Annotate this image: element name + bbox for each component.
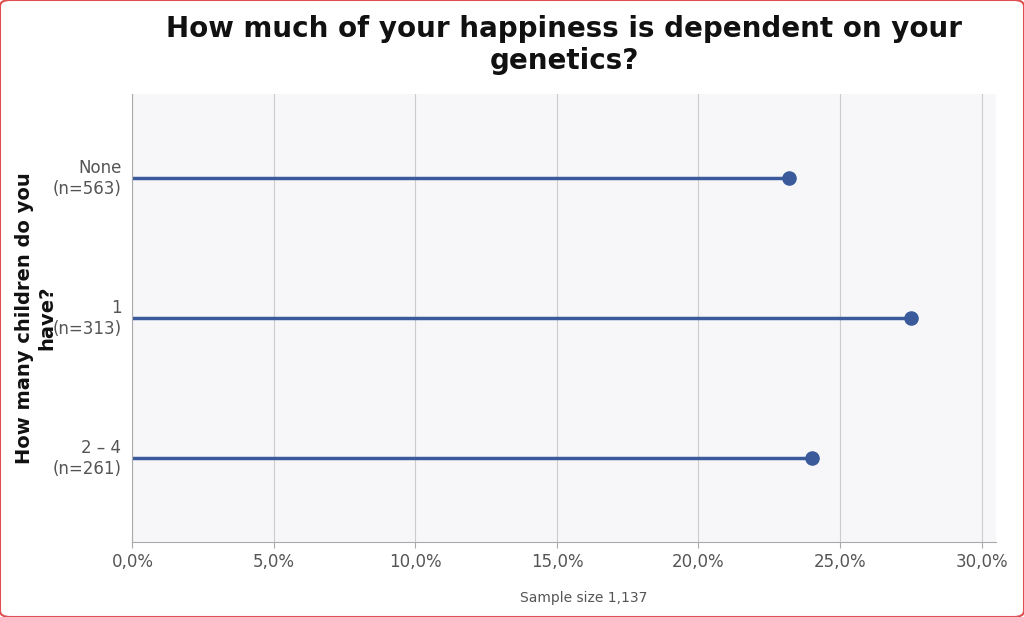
Text: Sample size 1,137: Sample size 1,137 <box>520 590 647 605</box>
Y-axis label: How many children do you
have?: How many children do you have? <box>15 172 56 464</box>
Title: How much of your happiness is dependent on your
genetics?: How much of your happiness is dependent … <box>166 15 963 75</box>
Point <box>804 453 820 463</box>
Point <box>781 173 798 183</box>
Point <box>902 313 919 323</box>
